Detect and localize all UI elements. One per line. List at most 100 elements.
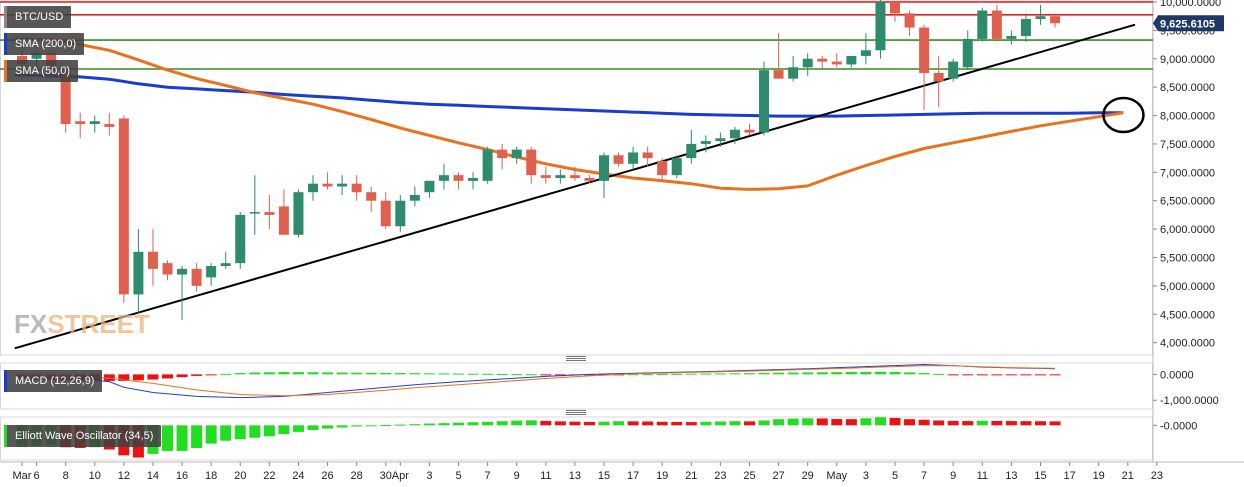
candle[interactable]	[177, 266, 188, 320]
candle[interactable]	[686, 129, 697, 164]
time-tick-label: 3	[863, 470, 869, 482]
candle[interactable]	[351, 175, 362, 201]
candle[interactable]	[991, 4, 1002, 42]
macd-line[interactable]	[21, 364, 1056, 399]
candle[interactable]	[642, 146, 653, 167]
macd-bar	[991, 374, 1003, 376]
candle[interactable]	[1035, 4, 1046, 25]
candle[interactable]	[540, 166, 551, 184]
candle[interactable]	[948, 58, 959, 82]
macd-bar	[729, 373, 741, 375]
symbol-legend[interactable]: BTC/USD	[4, 6, 72, 28]
candle[interactable]	[366, 186, 377, 213]
candle[interactable]	[628, 146, 639, 170]
candle[interactable]	[308, 175, 318, 201]
candle[interactable]	[875, 0, 886, 59]
candle[interactable]	[278, 189, 289, 235]
macd-bar	[831, 372, 843, 375]
candle[interactable]	[162, 260, 173, 281]
candle[interactable]	[133, 229, 144, 315]
ewo-bar	[671, 421, 683, 426]
candle[interactable]	[555, 169, 566, 184]
candle[interactable]	[759, 61, 770, 136]
candle[interactable]	[380, 192, 391, 230]
candle[interactable]	[977, 7, 988, 42]
candle[interactable]	[482, 146, 493, 184]
macd-bar	[1020, 374, 1032, 376]
ewo-bar	[933, 420, 945, 426]
ewo-bar	[467, 422, 479, 426]
candle[interactable]	[220, 251, 231, 269]
candle[interactable]	[860, 33, 871, 65]
candle[interactable]	[817, 55, 828, 71]
macd-bar	[904, 372, 916, 375]
candle[interactable]	[788, 55, 799, 82]
candle[interactable]	[657, 158, 668, 181]
macd-bar	[249, 372, 261, 375]
candle[interactable]	[584, 175, 595, 184]
candle[interactable]	[235, 212, 246, 269]
candle[interactable]	[118, 115, 129, 303]
macd-bar	[147, 374, 159, 380]
candle[interactable]	[191, 263, 202, 292]
macd-signal-line[interactable]	[21, 365, 1056, 397]
candle[interactable]	[890, 2, 900, 22]
candle[interactable]	[599, 152, 609, 198]
candle[interactable]	[1006, 30, 1017, 45]
ewo-bar	[453, 422, 464, 426]
ewo-bar	[496, 421, 508, 426]
sma50-legend[interactable]: SMA (50,0)	[4, 60, 79, 82]
price-tick-label: 5,500.0000	[1160, 252, 1215, 264]
candle[interactable]	[904, 10, 915, 37]
candle[interactable]	[511, 146, 522, 164]
candle[interactable]	[264, 195, 275, 230]
ewo-bar	[729, 421, 741, 426]
candle[interactable]	[933, 55, 944, 108]
candle[interactable]	[395, 195, 406, 232]
macd-bar	[714, 373, 726, 375]
candle[interactable]	[293, 189, 304, 238]
candle[interactable]	[104, 112, 115, 136]
candle[interactable]	[424, 180, 435, 198]
ewo-legend[interactable]: Elliott Wave Oscillator (34,5)	[4, 425, 162, 447]
sma200-legend[interactable]: SMA (200,0)	[4, 33, 85, 55]
sma200-line[interactable]	[14, 73, 1124, 118]
candle[interactable]	[147, 229, 158, 286]
price-axis-ticks: 4,000.0000 4,500.0000 5,000.0000 5,500.0000…	[1153, 0, 1221, 350]
candle[interactable]	[468, 172, 479, 190]
candle[interactable]	[409, 186, 420, 207]
time-tick-label: 5	[892, 470, 898, 482]
pane-resize-handle-0[interactable]	[566, 356, 586, 361]
candle[interactable]	[497, 143, 508, 170]
candle[interactable]	[729, 126, 740, 144]
candle[interactable]	[831, 53, 842, 68]
candle[interactable]	[671, 155, 682, 178]
candle[interactable]	[453, 172, 464, 190]
macd-legend[interactable]: MACD (12,26,9)	[4, 370, 103, 392]
candle[interactable]	[322, 172, 333, 190]
candle[interactable]	[75, 112, 86, 139]
candle[interactable]	[1050, 13, 1061, 28]
candle[interactable]	[249, 175, 260, 235]
candle[interactable]	[846, 55, 857, 68]
ewo-tick-label: -0.0000	[1160, 420, 1197, 432]
candle[interactable]	[802, 53, 813, 76]
candle[interactable]	[919, 24, 930, 110]
candle[interactable]	[337, 175, 348, 196]
candle[interactable]	[962, 30, 973, 71]
candle[interactable]	[569, 166, 580, 181]
candle[interactable]	[526, 146, 537, 184]
candle[interactable]	[613, 152, 624, 167]
candle[interactable]	[744, 124, 755, 136]
candle[interactable]	[89, 115, 100, 133]
candle[interactable]	[700, 135, 711, 153]
candle[interactable]	[715, 132, 726, 147]
candle[interactable]	[773, 33, 784, 79]
pane-resize-handle-1[interactable]	[566, 410, 586, 415]
candle[interactable]	[206, 263, 217, 286]
last-price-label: 9,625.6105	[1160, 18, 1215, 30]
candle[interactable]	[438, 163, 449, 190]
macd-bar	[773, 372, 785, 375]
candle[interactable]	[1020, 13, 1031, 42]
